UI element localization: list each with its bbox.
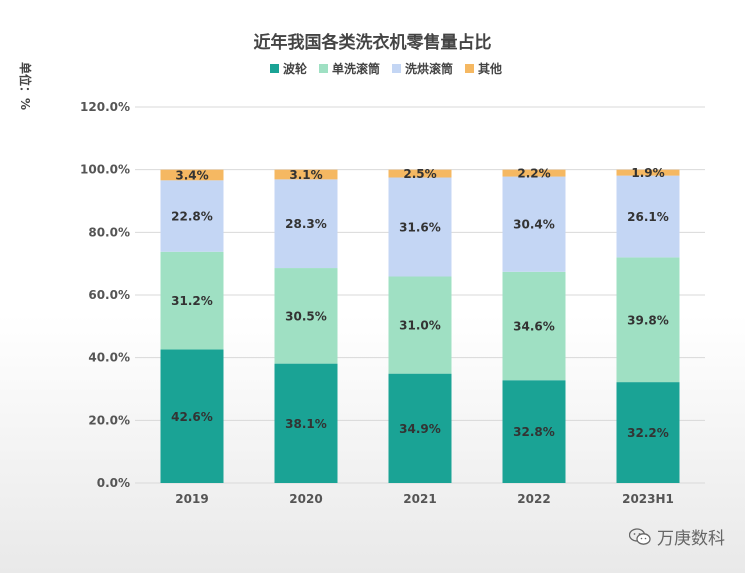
data-label: 38.1%: [285, 417, 327, 431]
y-tick-label: 0.0%: [97, 476, 130, 490]
bar-segment: [616, 169, 680, 176]
legend: 波轮 单洗滚筒 洗烘滚筒 其他: [270, 60, 502, 77]
bar-segment: [160, 180, 224, 252]
watermark: 万庚数科: [629, 524, 725, 549]
x-tick-label: 2023H1: [622, 492, 674, 506]
bar-segment: [388, 276, 452, 374]
legend-label: 洗烘滚筒: [405, 62, 454, 76]
bar-segment: [502, 169, 566, 177]
data-label: 30.5%: [285, 309, 327, 323]
bar-segment: [160, 169, 224, 181]
y-tick-label: 40.0%: [88, 351, 130, 365]
data-label: 32.2%: [627, 426, 669, 440]
data-label: 34.6%: [513, 320, 555, 334]
data-label: 42.6%: [171, 410, 213, 424]
data-label: 32.8%: [513, 425, 555, 439]
legend-label: 波轮: [283, 62, 308, 76]
bar-segment: [388, 169, 452, 178]
bar-segment: [388, 177, 452, 277]
x-tick-label: 2020: [289, 492, 322, 506]
y-tick-label: 20.0%: [88, 413, 130, 427]
y-tick-label: 60.0%: [88, 288, 130, 302]
data-label: 26.1%: [627, 210, 669, 224]
data-label: 34.9%: [399, 422, 441, 436]
data-label: 31.2%: [171, 294, 213, 308]
y-tick-label: 80.0%: [88, 225, 130, 239]
legend-item: 波轮: [270, 60, 307, 77]
bar-segment: [160, 349, 224, 483]
x-tick-label: 2019: [175, 492, 208, 506]
data-label: 1.9%: [631, 166, 664, 180]
legend-item: 洗烘滚筒: [392, 60, 453, 77]
data-label: 28.3%: [285, 217, 327, 231]
data-label: 31.0%: [399, 319, 441, 333]
legend-swatch: [465, 64, 475, 73]
data-label: 2.5%: [403, 167, 436, 181]
legend-swatch: [270, 64, 279, 73]
bar-segment: [616, 382, 680, 483]
data-label: 3.1%: [289, 168, 322, 182]
data-label: 3.4%: [175, 168, 208, 182]
data-label: 2.2%: [517, 167, 550, 181]
bar-segment: [274, 363, 338, 483]
data-label: 39.8%: [627, 313, 669, 327]
bar-segment: [274, 268, 338, 364]
legend-item: 其他: [465, 60, 502, 77]
bar-segment: [616, 175, 680, 258]
y-tick-label: 120.0%: [80, 100, 130, 114]
x-tick-label: 2022: [517, 492, 550, 506]
data-label: 22.8%: [171, 210, 213, 224]
legend-label: 其他: [478, 62, 503, 76]
legend-item: 单洗滚筒: [319, 60, 380, 77]
x-tick-label: 2021: [403, 492, 436, 506]
watermark-text: 万庚数科: [657, 529, 725, 549]
bar-segment: [502, 176, 566, 272]
data-label: 31.6%: [399, 221, 441, 235]
bar-segment: [274, 179, 338, 269]
legend-label: 单洗滚筒: [332, 62, 381, 76]
legend-swatch: [392, 64, 402, 73]
bar-segment: [160, 251, 224, 350]
bar-segment: [616, 257, 680, 383]
wechat-icon: [629, 527, 651, 545]
legend-swatch: [319, 64, 329, 73]
y-tick-label: 100.0%: [80, 163, 130, 177]
data-label: 30.4%: [513, 218, 555, 232]
bar-segment: [502, 271, 566, 381]
bar-segment: [502, 380, 566, 483]
bar-segment: [274, 169, 338, 180]
bar-segment: [388, 373, 452, 483]
chart-title: 近年我国各类洗衣机零售量占比: [253, 33, 492, 53]
